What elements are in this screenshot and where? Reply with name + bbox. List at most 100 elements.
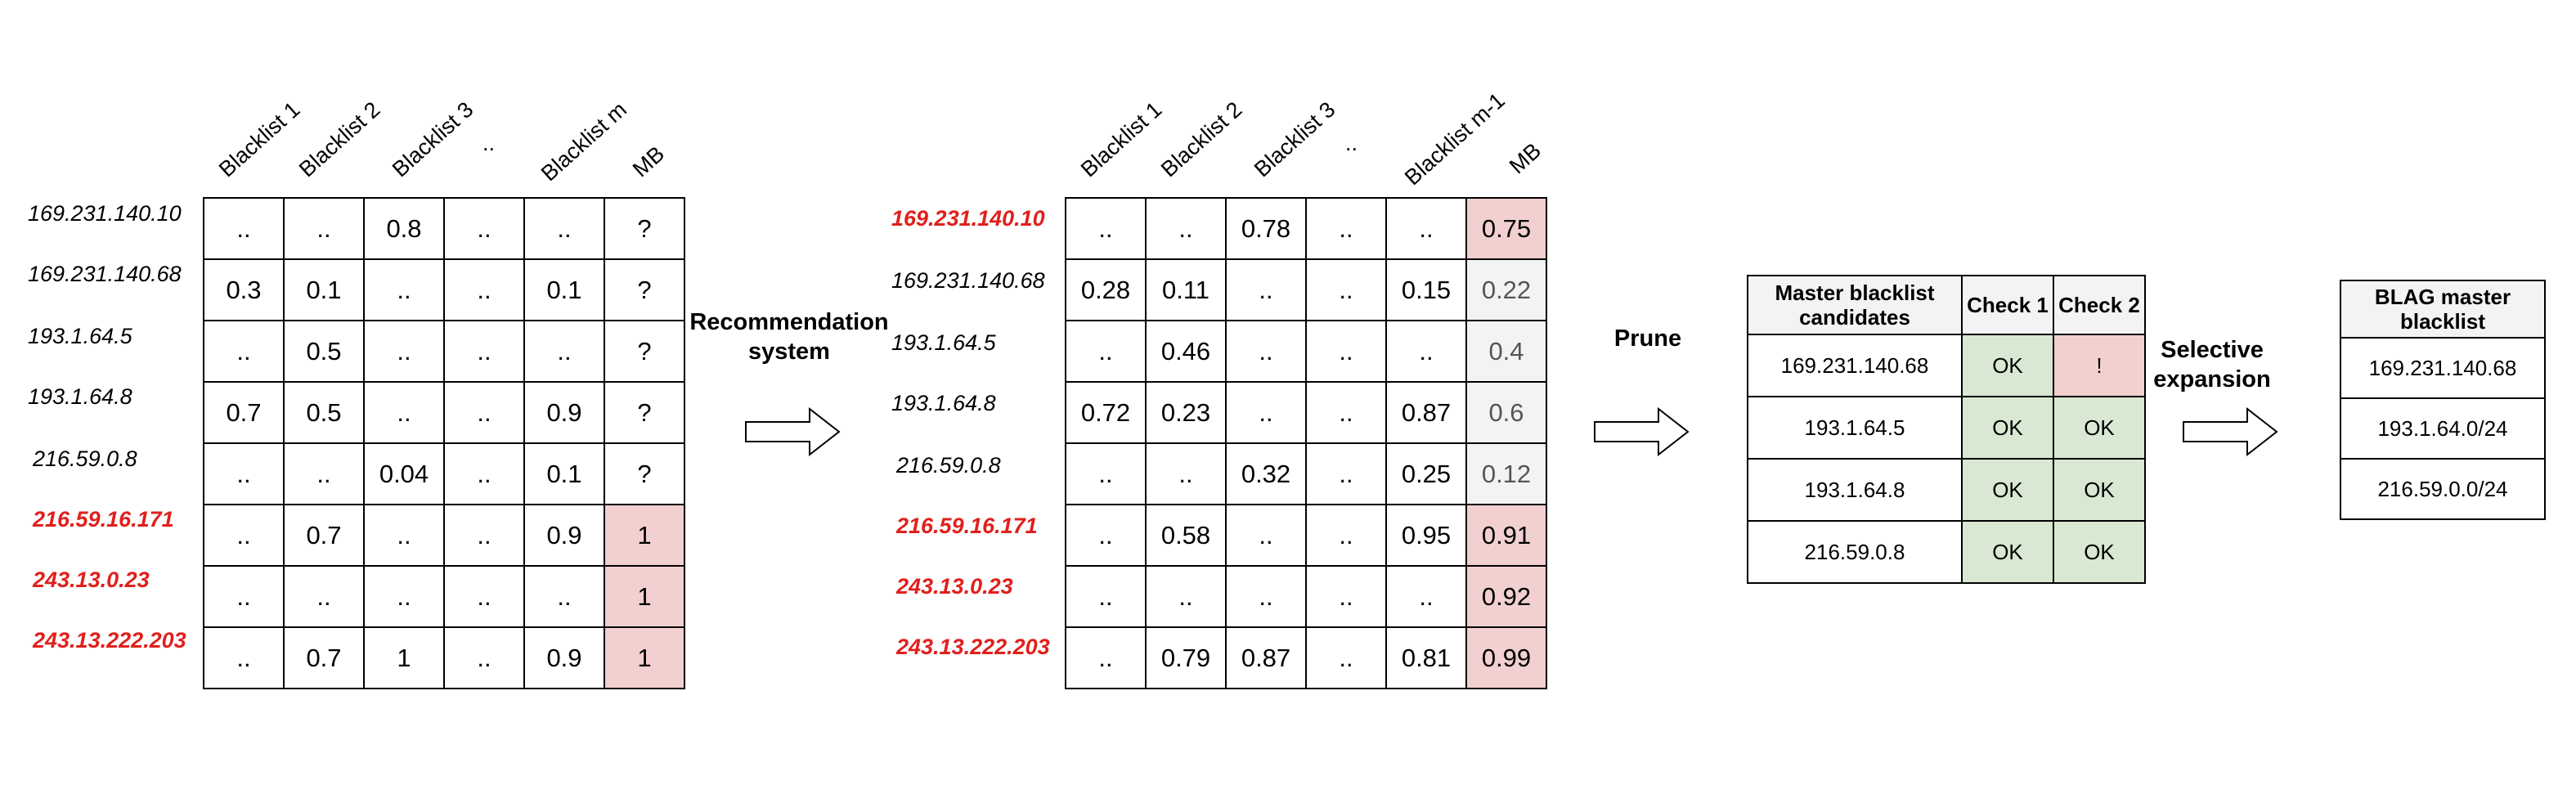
- cell: 0.9: [523, 381, 605, 444]
- cell: ..: [523, 197, 605, 260]
- matrix-row: .. 0.5......?: [203, 320, 685, 383]
- cell: ..: [283, 197, 365, 260]
- cell: ..: [1065, 197, 1147, 260]
- candidate-ip: 193.1.64.5: [1747, 396, 1963, 460]
- cell: 0.1: [523, 258, 605, 321]
- ip-label: 193.1.64.8: [28, 384, 132, 409]
- check2-result: OK: [2053, 520, 2146, 584]
- cell: ..: [443, 258, 525, 321]
- check2-result: OK: [2053, 396, 2146, 460]
- cell: ..: [443, 626, 525, 689]
- table-row: 193.1.64.5 OK OK: [1747, 396, 2146, 460]
- mb-cell: ?: [604, 258, 685, 321]
- check1-result: OK: [1961, 458, 2054, 522]
- cell: ..: [203, 197, 285, 260]
- left-col-header: ..: [482, 131, 496, 155]
- cell: ..: [1225, 258, 1307, 321]
- matrix-row: .......... 0.92: [1065, 565, 1547, 628]
- table-row: 193.1.64.8 OK OK: [1747, 458, 2146, 522]
- cell: 0.04: [363, 442, 445, 505]
- matrix-row: .. 0.7 1.. 0.9 1: [203, 626, 685, 689]
- cell: 0.87: [1225, 626, 1307, 689]
- cell: 0.81: [1385, 626, 1467, 689]
- mb-cell-positive: 0.75: [1465, 197, 1547, 260]
- cell: ..: [363, 258, 445, 321]
- cell: ..: [1225, 504, 1307, 567]
- check2-result: OK: [2053, 458, 2146, 522]
- left-col-header: Blacklist m: [536, 96, 631, 186]
- check1-result: OK: [1961, 520, 2054, 584]
- cell: ..: [203, 626, 285, 689]
- cell: ..: [443, 381, 525, 444]
- cell: ..: [1065, 320, 1147, 383]
- cell: 0.7: [283, 626, 365, 689]
- ip-label: 169.231.140.68: [28, 262, 182, 286]
- check2-header: Check 2: [2053, 275, 2146, 335]
- mb-cell-positive: 0.91: [1465, 504, 1547, 567]
- cell: ..: [1305, 565, 1387, 628]
- left-col-header: Blacklist 2: [294, 96, 385, 182]
- cell: ..: [443, 504, 525, 567]
- cell: ..: [1065, 626, 1147, 689]
- matrix-row: .. 0.79 0.87.. 0.81 0.99: [1065, 626, 1547, 689]
- mb-cell: ?: [604, 442, 685, 505]
- cell: ..: [1065, 565, 1147, 628]
- blag-entry: 216.59.0.0/24: [2340, 458, 2546, 520]
- check1-result: OK: [1961, 396, 2054, 460]
- matrix-row: 0.7 0.5.... 0.9?: [203, 381, 685, 444]
- cell: 0.9: [523, 626, 605, 689]
- left-score-matrix: .... 0.8....? 0.3 0.1.... 0.1? .. 0.5......?…: [203, 197, 685, 689]
- cell: ..: [1385, 320, 1467, 383]
- ip-label-listed: 243.13.0.23: [896, 574, 1013, 599]
- cell: 0.32: [1225, 442, 1307, 505]
- cell: 0.7: [203, 381, 285, 444]
- candidates-header: Master blacklist candidates: [1747, 275, 1963, 335]
- cell: ..: [1145, 565, 1227, 628]
- right-col-header: ..: [1345, 131, 1358, 155]
- cell: ..: [203, 442, 285, 505]
- ip-label-listed: 243.13.222.203: [33, 628, 186, 653]
- table-row: 169.231.140.68 OK !: [1747, 334, 2146, 397]
- candidate-ip: 193.1.64.8: [1747, 458, 1963, 522]
- cell: 0.72: [1065, 381, 1147, 444]
- mb-cell: ?: [604, 381, 685, 444]
- ip-label-listed: 169.231.140.10: [891, 206, 1045, 231]
- right-col-header: Blacklist 3: [1250, 96, 1340, 182]
- ip-label-listed: 243.13.0.23: [33, 568, 150, 592]
- mb-cell-score: 0.22: [1465, 258, 1547, 321]
- cell: ..: [1385, 565, 1467, 628]
- cell: 1: [363, 626, 445, 689]
- right-col-header: MB: [1505, 137, 1546, 179]
- cell: ..: [1065, 504, 1147, 567]
- cell: ..: [363, 381, 445, 444]
- left-col-header: MB: [628, 141, 670, 182]
- cell: 0.95: [1385, 504, 1467, 567]
- cell: ..: [1305, 320, 1387, 383]
- cell: 0.25: [1385, 442, 1467, 505]
- check1-header: Check 1: [1961, 275, 2054, 335]
- cell: ..: [1145, 197, 1227, 260]
- right-arrow-icon: [745, 407, 841, 456]
- ip-label: 169.231.140.10: [28, 201, 182, 226]
- cell: 0.9: [523, 504, 605, 567]
- cell: 0.28: [1065, 258, 1147, 321]
- cell: ..: [283, 442, 365, 505]
- right-col-header: Blacklist 1: [1076, 96, 1167, 182]
- ip-label: 216.59.0.8: [896, 453, 1001, 478]
- matrix-row: 0.28 0.11.... 0.15 0.22: [1065, 258, 1547, 321]
- master-blacklist-candidates-table: Master blacklist candidates Check 1 Chec…: [1747, 275, 2146, 584]
- cell: 0.46: [1145, 320, 1227, 383]
- left-col-header: Blacklist 1: [214, 96, 305, 182]
- blag-entry: 169.231.140.68: [2340, 337, 2546, 399]
- matrix-row: .......... 1: [203, 565, 685, 628]
- cell: ..: [1305, 626, 1387, 689]
- prune-label: Prune: [1613, 325, 1682, 352]
- blag-master-blacklist-table: BLAG master blacklist 169.231.140.68 193…: [2340, 280, 2546, 520]
- cell: 0.7: [283, 504, 365, 567]
- cell: ..: [523, 320, 605, 383]
- selective-expansion-label: Selective expansion: [2153, 337, 2271, 393]
- cell: ..: [283, 565, 365, 628]
- cell: 0.11: [1145, 258, 1227, 321]
- cell: 0.15: [1385, 258, 1467, 321]
- cell: ..: [363, 565, 445, 628]
